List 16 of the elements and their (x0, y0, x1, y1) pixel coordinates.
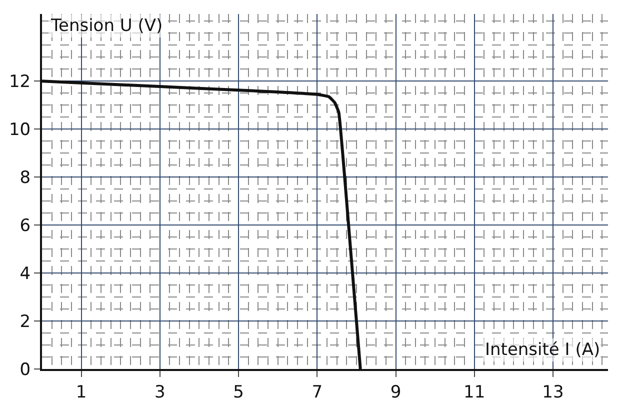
y-tick-label: 10 (8, 120, 31, 140)
y-tick-label: 0 (20, 360, 31, 380)
y-tick-label: 8 (20, 168, 31, 188)
x-tick-label: 9 (390, 382, 402, 402)
y-tick-label: 12 (8, 72, 31, 92)
y-tick-label: 4 (20, 264, 31, 284)
y-tick-label: 2 (20, 312, 31, 332)
x-tick-label: 3 (154, 382, 166, 402)
x-tick-label: 1 (76, 382, 87, 402)
y-axis-title: Tension U (V) (50, 16, 163, 36)
x-tick-label: 5 (233, 382, 244, 402)
x-tick-label: 11 (464, 382, 486, 402)
x-tick-label: 7 (312, 382, 323, 402)
x-tick-label: 13 (542, 382, 564, 402)
x-axis-title: Intensité I (A) (485, 340, 600, 360)
y-tick-label: 6 (20, 216, 31, 236)
